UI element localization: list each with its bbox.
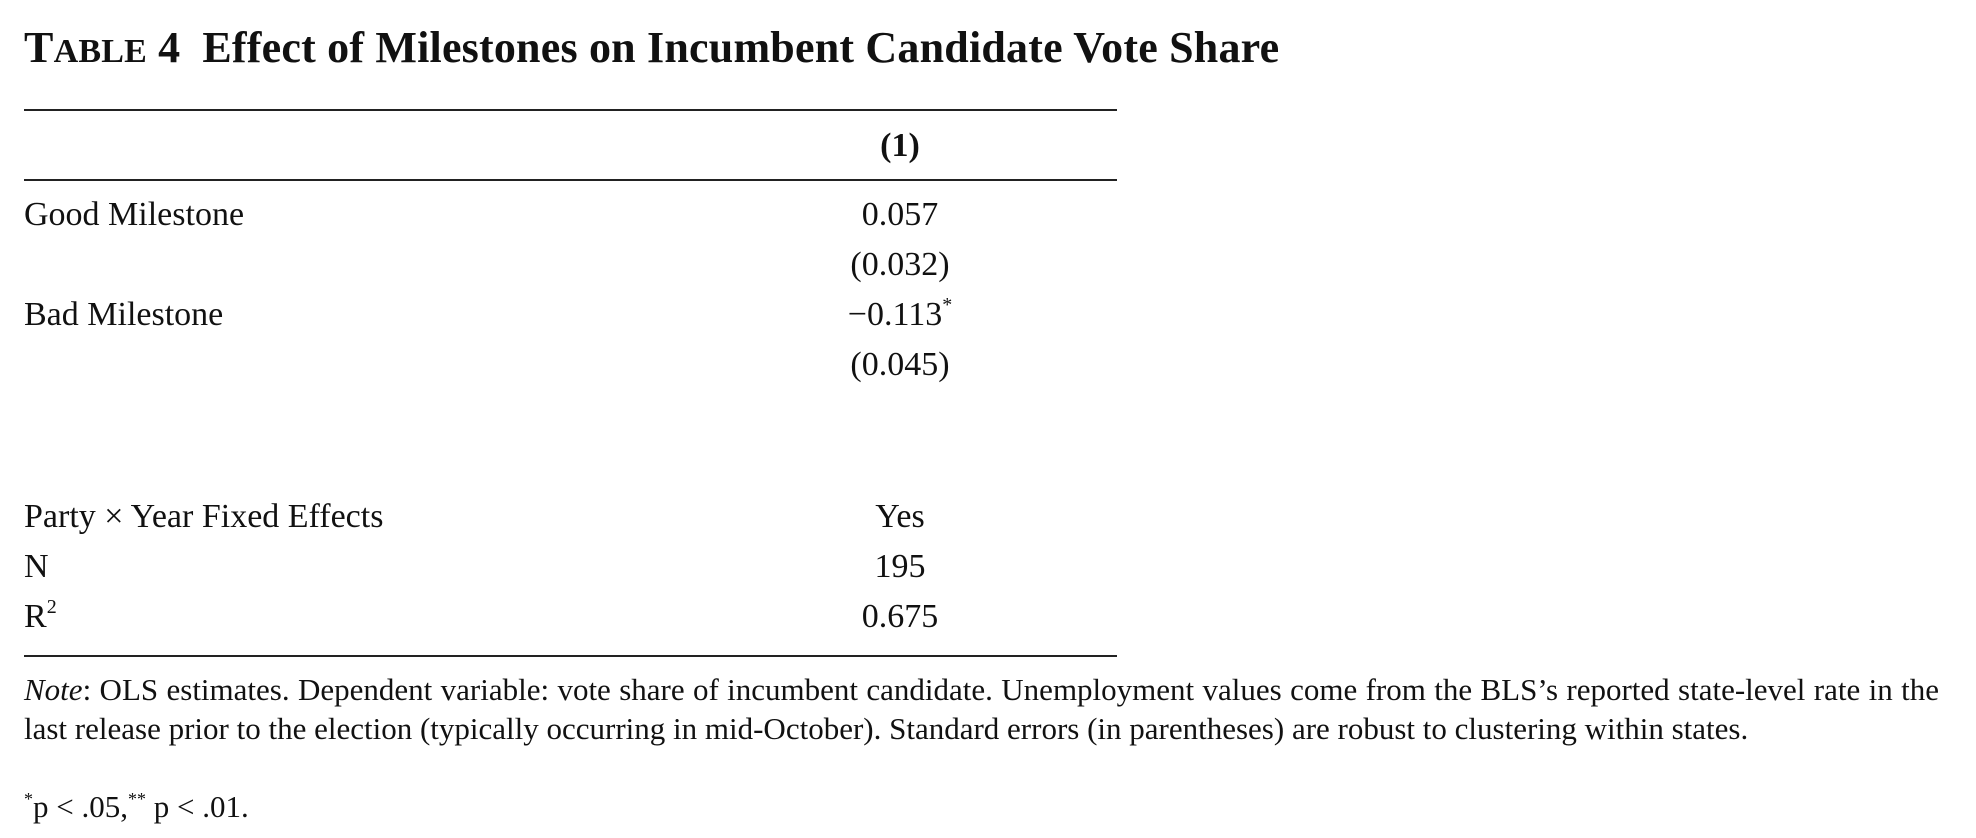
row-label-r-squared: R2 [24,597,57,637]
significance-legend: *p < .05,** p < .01. [24,787,249,826]
row-label-fixed-effects: Party × Year Fixed Effects [24,497,383,537]
note-text: : OLS estimates. Dependent variable: vot… [24,672,1939,746]
estimate-bad-milestone: −0.113* [790,295,1010,335]
value-r-squared: 0.675 [790,597,1010,637]
value-n: 195 [790,547,1010,587]
value-fixed-effects: Yes [790,497,1010,537]
estimate-good-milestone: 0.057 [790,195,1010,235]
top-rule [24,109,1117,111]
table-label-initial: T [24,23,54,72]
se-bad-milestone: (0.045) [790,345,1010,385]
table-label-smallcaps: ABLE [54,33,147,70]
row-label-bad-milestone: Bad Milestone [24,295,223,335]
significance-star: * [942,294,952,316]
table-number: 4 [147,23,180,72]
bottom-rule [24,655,1117,657]
note-label: Note [24,672,83,707]
table-title: TABLE 4 Effect of Milestones on Incumbent… [24,22,1279,73]
column-header: (1) [790,126,1010,166]
table-title-text: Effect of Milestones on Incumbent Candid… [202,23,1279,72]
table-note: Note: OLS estimates. Dependent variable:… [24,670,1939,748]
row-label-good-milestone: Good Milestone [24,195,244,235]
se-good-milestone: (0.032) [790,245,1010,285]
header-rule [24,179,1117,181]
row-label-n: N [24,547,49,587]
